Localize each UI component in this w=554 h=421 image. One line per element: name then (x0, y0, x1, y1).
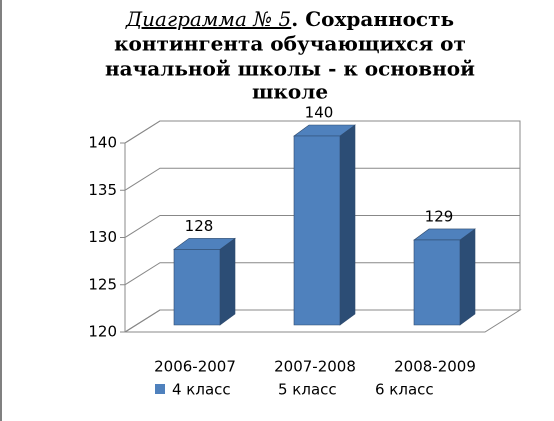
bar-front (413, 239, 461, 326)
title-line: школе (252, 80, 328, 104)
legend-label: 5 класс (278, 381, 337, 399)
y-tick-label: 130 (88, 228, 117, 246)
data-label: 128 (185, 217, 214, 235)
title-part: Диаграмма № 5 (125, 7, 291, 31)
grid-line (124, 167, 520, 191)
legend-label: 6 класс (375, 381, 434, 399)
bar-side (459, 228, 476, 326)
legend-label: 4 класс (172, 381, 231, 399)
title-part: . Сохранность (291, 7, 454, 31)
x-tick-label: 2008-2009 (394, 358, 476, 376)
x-tick-label: 2006-2007 (154, 358, 236, 376)
chart-title: Диаграмма № 5. Сохранность (125, 7, 454, 31)
bar (173, 237, 236, 326)
grid-line (124, 309, 520, 333)
bar-side (219, 237, 236, 326)
grid-line (124, 120, 520, 144)
grid-line (124, 262, 520, 286)
data-label: 129 (425, 207, 454, 225)
bar (293, 124, 356, 326)
bar-front (293, 135, 341, 326)
bar-front (173, 249, 221, 326)
bar (413, 228, 476, 326)
y-tick-label: 125 (88, 275, 117, 293)
y-tick-label: 120 (88, 323, 117, 341)
data-label: 140 (305, 104, 334, 122)
y-tick-label: 140 (88, 134, 117, 152)
x-tick-label: 2007-2008 (274, 358, 356, 376)
grid-line (124, 215, 520, 238)
y-tick-label: 135 (88, 181, 117, 199)
title-line: начальной школы - к основной (105, 57, 475, 81)
legend-swatch (155, 384, 165, 394)
title-line: контингента обучающихся от (114, 32, 466, 56)
bar-side (339, 124, 356, 326)
